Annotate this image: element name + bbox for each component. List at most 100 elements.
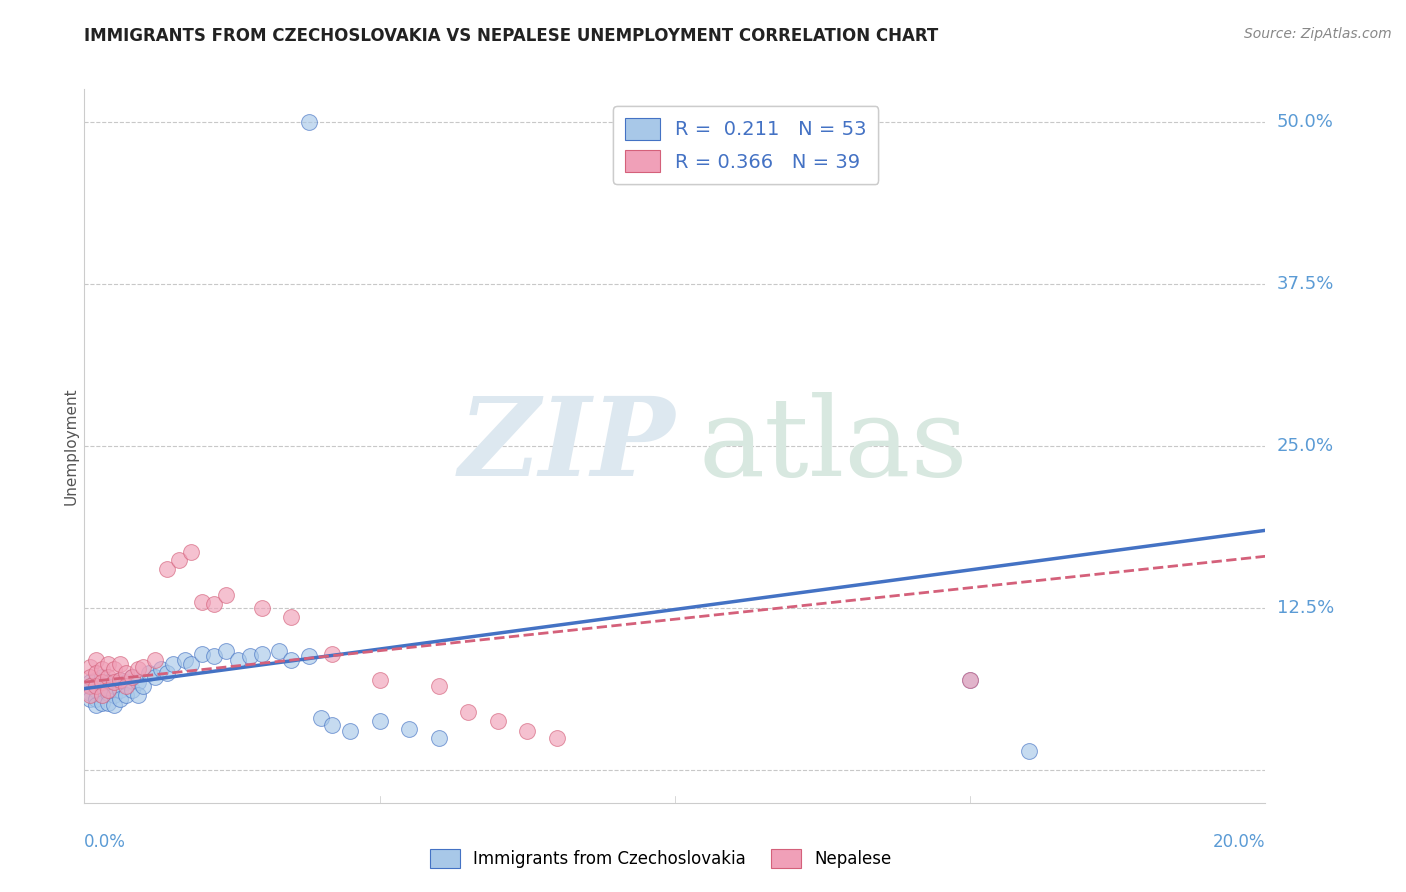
Point [108,692,131,706]
Point [339,724,361,739]
Point [79,670,101,684]
Point [91,696,114,710]
Point [215,588,238,602]
Text: ZIP: ZIP [458,392,675,500]
Point [97,657,120,671]
Point [121,670,143,684]
Point [103,675,125,690]
Point [84,679,107,693]
Point [84,698,107,713]
Point [91,679,114,693]
Point [79,688,101,702]
Point [173,653,195,667]
Point [79,659,101,673]
Legend: R =  0.211   N = 53, R = 0.366   N = 39: R = 0.211 N = 53, R = 0.366 N = 39 [613,106,879,184]
Point [84,653,107,667]
Point [114,675,136,690]
Point [79,675,101,690]
Point [239,649,262,664]
Point [103,679,125,693]
Point [486,714,509,728]
Point [108,673,131,687]
Point [202,597,225,611]
Point [91,688,114,702]
Point [79,692,101,706]
Point [103,662,125,676]
Point [91,688,114,702]
Y-axis label: Unemployment: Unemployment [63,387,79,505]
Point [1018,744,1040,758]
Point [398,722,420,736]
Point [91,662,114,676]
Point [959,673,981,687]
Point [79,679,101,693]
Text: 12.5%: 12.5% [1277,599,1334,617]
Point [191,647,214,661]
Point [180,545,202,559]
Point [132,679,155,693]
Point [127,662,149,676]
Text: Source: ZipAtlas.com: Source: ZipAtlas.com [1244,27,1392,41]
Point [108,673,131,687]
Point [250,647,273,661]
Text: atlas: atlas [699,392,969,500]
Point [457,705,479,719]
Point [150,662,173,676]
Point [269,644,291,658]
Legend: Immigrants from Czechoslovakia, Nepalese: Immigrants from Czechoslovakia, Nepalese [423,842,898,875]
Point [368,714,391,728]
Point [84,673,107,687]
Point [127,688,149,702]
Point [546,731,568,745]
Point [321,647,343,661]
Point [114,666,136,681]
Point [167,553,190,567]
Text: 20.0%: 20.0% [1213,833,1265,851]
Point [191,595,214,609]
Point [97,682,120,697]
Point [84,666,107,681]
Point [180,657,202,671]
Text: 25.0%: 25.0% [1277,437,1334,455]
Point [79,685,101,699]
Point [91,670,114,684]
Point [84,692,107,706]
Point [103,688,125,702]
Point [156,562,179,576]
Point [84,682,107,697]
Point [127,675,149,690]
Text: 0.0%: 0.0% [84,833,127,851]
Text: 37.5%: 37.5% [1277,275,1334,293]
Point [427,731,450,745]
Point [114,688,136,702]
Point [108,657,131,671]
Point [516,724,538,739]
Point [427,679,450,693]
Point [121,682,143,697]
Point [959,673,981,687]
Point [321,718,343,732]
Point [143,670,166,684]
Point [280,653,302,667]
Point [97,670,120,684]
Point [121,670,143,684]
Point [250,601,273,615]
Point [79,679,101,693]
Point [138,666,160,681]
Point [97,696,120,710]
Point [143,653,166,667]
Point [91,675,114,690]
Point [162,657,184,671]
Point [114,679,136,693]
Point [156,666,179,681]
Point [132,659,155,673]
Point [97,685,120,699]
Point [298,114,321,128]
Point [368,673,391,687]
Point [226,653,249,667]
Point [280,610,302,624]
Point [298,649,321,664]
Point [309,711,332,725]
Point [108,682,131,697]
Text: 50.0%: 50.0% [1277,112,1333,130]
